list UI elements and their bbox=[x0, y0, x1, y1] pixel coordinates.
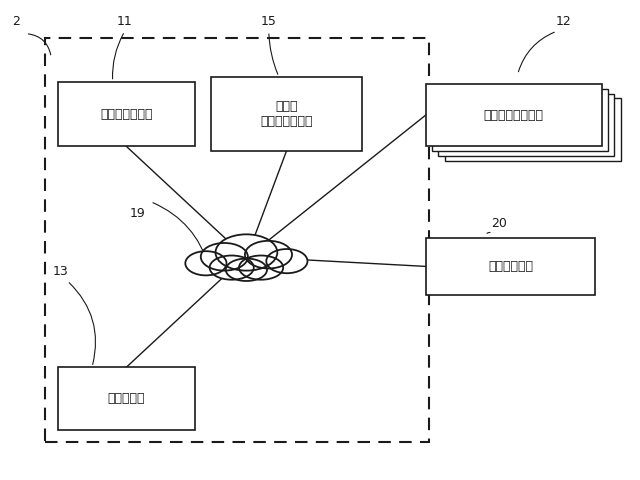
Ellipse shape bbox=[239, 255, 283, 280]
Bar bbox=[45, 38, 429, 442]
Text: 取引所取引サーバ: 取引所取引サーバ bbox=[484, 108, 543, 122]
Ellipse shape bbox=[266, 249, 307, 273]
Text: 12: 12 bbox=[556, 15, 571, 28]
Ellipse shape bbox=[186, 251, 227, 276]
Text: 国税局
確定申告サーバ: 国税局 確定申告サーバ bbox=[260, 100, 313, 128]
Bar bbox=[211, 77, 362, 151]
Ellipse shape bbox=[216, 234, 277, 271]
Text: 利用者端末: 利用者端末 bbox=[108, 392, 145, 405]
Bar bbox=[58, 367, 195, 430]
Ellipse shape bbox=[226, 259, 267, 281]
Text: 情報処理端末: 情報処理端末 bbox=[488, 260, 533, 273]
Text: 20: 20 bbox=[492, 216, 507, 230]
Bar bbox=[426, 238, 595, 295]
Text: 2: 2 bbox=[12, 15, 20, 28]
Ellipse shape bbox=[201, 243, 248, 271]
Text: 11: 11 bbox=[117, 15, 132, 28]
Text: 15: 15 bbox=[261, 15, 276, 28]
Bar bbox=[432, 89, 608, 151]
Bar bbox=[58, 82, 195, 146]
Text: 13: 13 bbox=[53, 264, 68, 278]
Bar bbox=[438, 94, 614, 156]
Ellipse shape bbox=[245, 241, 292, 268]
Text: 19: 19 bbox=[130, 207, 145, 220]
Ellipse shape bbox=[210, 255, 254, 280]
Bar bbox=[445, 98, 621, 161]
Text: 個人情報サーバ: 個人情報サーバ bbox=[100, 108, 153, 120]
Bar bbox=[426, 84, 602, 146]
